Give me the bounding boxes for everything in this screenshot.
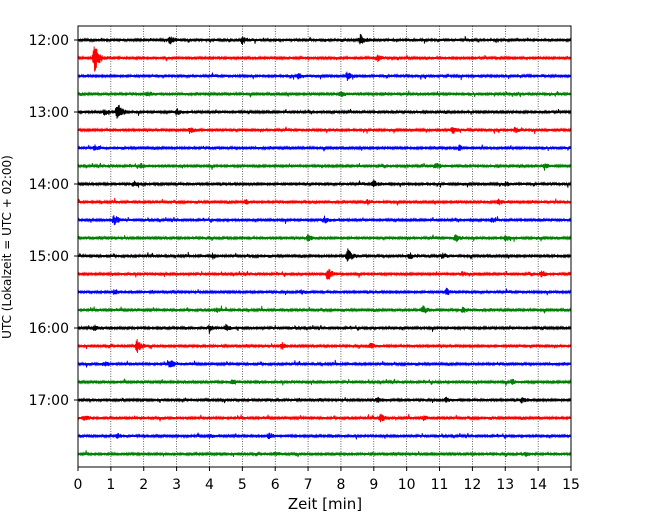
vertical-grid [110,26,539,467]
trace-waveform [77,46,572,72]
seismic-trace [77,396,572,404]
seismic-trace [77,104,572,119]
x-tick-label: 14 [529,477,547,493]
seismic-trace [77,162,572,171]
seismic-trace [77,46,572,72]
seismic-trace [77,359,572,368]
seismic-trace [77,197,572,206]
x-tick-label: 15 [562,477,580,493]
y-tick-label: 17:00 [29,393,69,409]
seismic-trace [77,71,572,81]
y-axis-ticks: 12:00 13:00 14:00 15:00 16:00 17:00 [29,33,78,409]
x-tick-label: 8 [336,477,345,493]
seismic-trace [77,432,572,440]
x-tick-label: 9 [369,477,378,493]
x-tick-label: 0 [74,477,83,493]
seismic-trace [77,215,572,226]
x-tick-label: 12 [463,477,481,493]
seismic-trace [77,339,572,353]
y-tick-label: 14:00 [29,177,69,193]
seismic-trace [77,234,572,243]
seismic-trace [77,248,572,262]
seismic-trace [77,33,572,45]
x-tick-label: 5 [238,477,247,493]
seismic-trace [77,287,572,296]
x-tick-label: 4 [205,477,214,493]
x-axis-label: Zeit [min] [288,495,362,513]
y-tick-label: 16:00 [29,321,69,337]
trace-waveform [77,323,572,334]
y-tick-label: 13:00 [29,105,69,121]
plot-frame [77,25,572,468]
trace-waveform [77,162,572,171]
x-tick-label: 11 [431,477,449,493]
seismic-trace [77,179,572,188]
x-tick-label: 13 [496,477,514,493]
x-tick-label: 10 [398,477,416,493]
x-tick-label: 2 [139,477,148,493]
seismic-trace [77,144,572,152]
seismic-trace [77,305,572,314]
x-tick-label: 7 [304,477,313,493]
x-tick-label: 6 [271,477,280,493]
trace-waveform [77,248,572,262]
y-tick-label: 15:00 [29,249,69,265]
seismic-trace [77,413,572,423]
x-axis-ticks: 0 1 2 3 4 5 6 7 8 9 10 11 12 13 14 15 [74,467,580,493]
seismic-trace [77,323,572,334]
x-tick-label: 3 [172,477,181,493]
y-tick-label: 12:00 [29,33,69,49]
seismic-trace [77,268,572,280]
y-axis-label: UTC (Lokalzeit = UTC + 02:00) [0,155,14,339]
x-tick-label: 1 [106,477,115,493]
seismic-trace [77,90,572,98]
seismic-trace [77,378,572,386]
seismic-trace [77,450,572,458]
seismic-trace [77,126,572,135]
trace-group [77,33,572,458]
